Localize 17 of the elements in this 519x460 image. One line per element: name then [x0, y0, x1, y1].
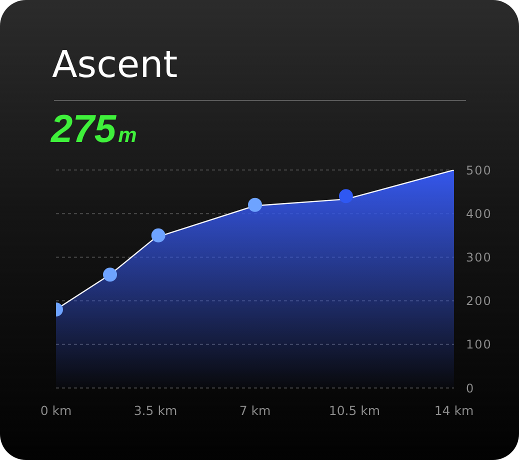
x-tick-label: 0 km	[40, 402, 72, 418]
point	[103, 268, 118, 282]
y-tick-label: 300	[466, 250, 492, 264]
y-tick-label: 500	[466, 163, 492, 178]
x-tick-label: 3.5 km	[134, 402, 178, 418]
x-tick-label: 10.5 km	[328, 402, 380, 418]
point	[248, 198, 262, 212]
y-tick-label: 100	[466, 338, 492, 352]
y-tick-label: 200	[466, 294, 492, 308]
chart-title: Ascent	[52, 42, 178, 88]
point	[151, 228, 166, 242]
chart-subtitle: 275m	[51, 108, 137, 151]
x-tick-label: 7 km	[239, 402, 271, 418]
point	[338, 189, 353, 204]
y-tick-label: 400	[466, 206, 492, 221]
y-tick-label: 0	[466, 381, 475, 396]
x-tick-label: 14 km	[434, 402, 474, 418]
